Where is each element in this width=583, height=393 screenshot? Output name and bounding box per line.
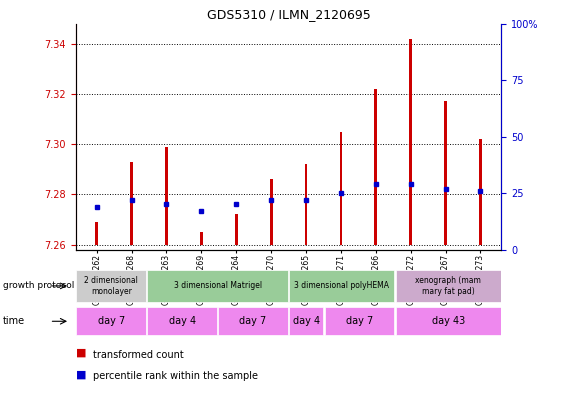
Bar [96, 222, 98, 244]
Bar [444, 101, 447, 244]
Bar [289, 270, 394, 302]
Bar [289, 307, 324, 336]
Bar [270, 179, 272, 244]
Text: day 4: day 4 [293, 316, 320, 326]
Bar [147, 307, 217, 336]
Bar [147, 270, 288, 302]
Bar [130, 162, 133, 244]
Text: ■: ■ [76, 348, 86, 358]
Bar [76, 270, 146, 302]
Bar [396, 307, 501, 336]
Text: 3 dimensional polyHEMA: 3 dimensional polyHEMA [294, 281, 389, 290]
Bar [396, 270, 501, 302]
Text: day 7: day 7 [240, 316, 267, 326]
Text: 3 dimensional Matrigel: 3 dimensional Matrigel [174, 281, 262, 290]
Bar [339, 132, 342, 244]
Bar [235, 215, 238, 244]
Text: time: time [3, 316, 25, 326]
Text: day 4: day 4 [168, 316, 196, 326]
Bar [76, 307, 146, 336]
Bar [479, 139, 482, 244]
Text: ■: ■ [76, 369, 86, 379]
Text: day 43: day 43 [431, 316, 465, 326]
Bar [200, 232, 203, 244]
Text: percentile rank within the sample: percentile rank within the sample [93, 371, 258, 381]
Bar [325, 307, 394, 336]
Text: day 7: day 7 [346, 316, 373, 326]
Text: 2 dimensional
monolayer: 2 dimensional monolayer [85, 276, 138, 296]
Text: day 7: day 7 [97, 316, 125, 326]
Bar [305, 164, 307, 244]
Text: growth protocol: growth protocol [3, 281, 74, 290]
Bar [409, 39, 412, 244]
Bar [219, 307, 288, 336]
Text: transformed count: transformed count [93, 350, 184, 360]
Bar [165, 147, 168, 244]
Bar [374, 89, 377, 244]
Title: GDS5310 / ILMN_2120695: GDS5310 / ILMN_2120695 [207, 8, 370, 21]
Text: xenograph (mam
mary fat pad): xenograph (mam mary fat pad) [415, 276, 481, 296]
